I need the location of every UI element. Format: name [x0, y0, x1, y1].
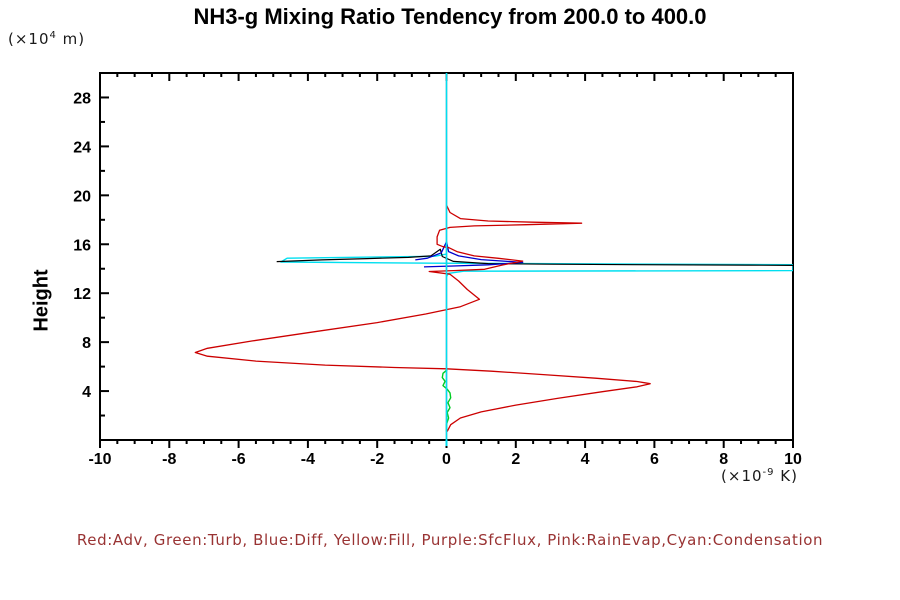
- y-tick-label: 16: [73, 237, 91, 254]
- y-tick-label: 28: [73, 90, 91, 107]
- y-tick-label: 12: [73, 286, 91, 303]
- x-tick-label: 0: [442, 451, 451, 468]
- legend-caption: Red:Adv, Green:Turb, Blue:Diff, Yellow:F…: [76, 531, 824, 549]
- x-tick-label: -10: [88, 451, 111, 468]
- x-tick-label: 8: [719, 451, 728, 468]
- y-unit-suffix: m): [56, 30, 86, 48]
- x-tick-label: 6: [650, 451, 659, 468]
- x-unit-exponent: -9: [762, 467, 775, 478]
- series-condensation-band-line: [280, 253, 793, 278]
- x-axis-unit-label: (×10-9 K): [593, 467, 798, 485]
- x-tick-label: -8: [162, 451, 176, 468]
- y-tick-label: 24: [73, 139, 91, 156]
- x-tick-label: -4: [301, 451, 315, 468]
- chart-title: NH3-g Mixing Ratio Tendency from 200.0 t…: [193, 4, 707, 29]
- x-unit-prefix: (×10: [721, 467, 763, 485]
- series-diff-line: [415, 241, 524, 268]
- x-tick-label: 10: [784, 451, 802, 468]
- y-unit-exponent: 4: [49, 30, 57, 41]
- series-unlabeled-black-line: [276, 248, 793, 266]
- y-tick-label: 8: [82, 335, 91, 352]
- y-tick-label: 4: [82, 384, 91, 401]
- y-axis-unit-label: (×104 m): [8, 30, 85, 48]
- series-adv-line: [194, 204, 651, 432]
- y-unit-prefix: (×10: [8, 30, 50, 48]
- y-tick-label: 20: [73, 188, 91, 205]
- x-tick-label: -2: [370, 451, 384, 468]
- x-tick-label: -6: [231, 451, 245, 468]
- series-turb-line: [441, 369, 452, 432]
- x-unit-suffix: K): [774, 467, 798, 485]
- x-tick-label: 4: [581, 451, 590, 468]
- x-tick-label: 2: [511, 451, 520, 468]
